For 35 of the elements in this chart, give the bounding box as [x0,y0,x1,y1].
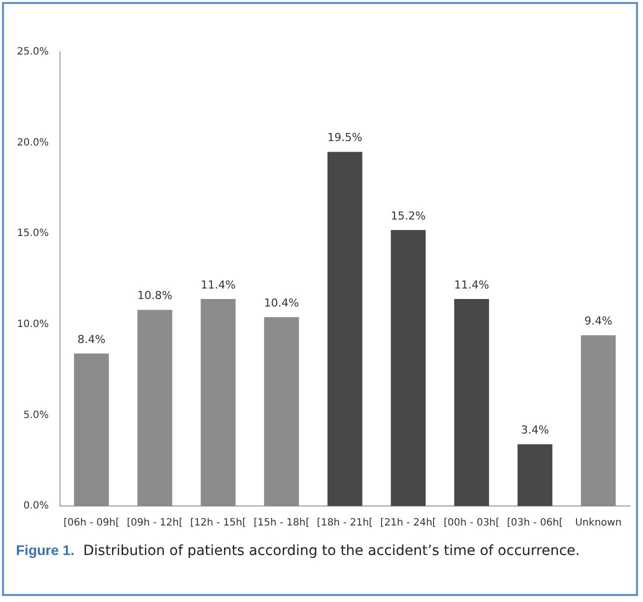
x-tick-label: [09h - 12h[ [126,518,183,529]
x-tick-label: [12h - 15h[ [190,518,246,529]
x-tick-label: [06h - 09h[ [63,518,120,529]
text: Distribution of patients according to the accident’s time of occurrence. [83,543,580,559]
x-tick-label: [15h - 18h[ [254,518,310,529]
x-tick-label: [18h - 21h[ [316,518,373,529]
bar [137,310,172,506]
x-tick-label: [03h - 06h[ [507,518,563,529]
data-label: 3.4% [520,424,549,437]
data-label: 19.5% [327,131,362,144]
data-label: 11.4% [200,278,236,292]
y-tick-label: 5.0% [23,410,49,421]
caption: Figure 1. [16,542,74,558]
data-label: 8.4% [77,332,106,346]
bar [580,335,616,506]
y-tick-label: 20.0% [16,137,49,148]
data-label: 11.4% [454,278,490,292]
y-tick-label: 25.0% [16,46,49,58]
bar [454,298,490,506]
bar [327,152,362,506]
y-tick-label: 10.0% [16,318,49,330]
data-label: 15.2% [390,209,426,222]
bar [518,444,552,506]
y-tick-label: 0.0% [23,500,49,512]
data-label: 10.4% [264,296,299,310]
x-tick-label: Unknown [575,518,622,529]
data-label: 9.4% [584,314,612,328]
bar [390,230,426,506]
y-tick-label: 15.0% [16,228,49,240]
bar [74,353,109,506]
bar [200,298,236,506]
data-label: 10.8% [137,289,172,302]
x-tick-label: [00h - 03h[ [444,518,500,529]
x-tick-label: [21h - 24h[ [380,518,436,529]
bar [264,317,299,506]
